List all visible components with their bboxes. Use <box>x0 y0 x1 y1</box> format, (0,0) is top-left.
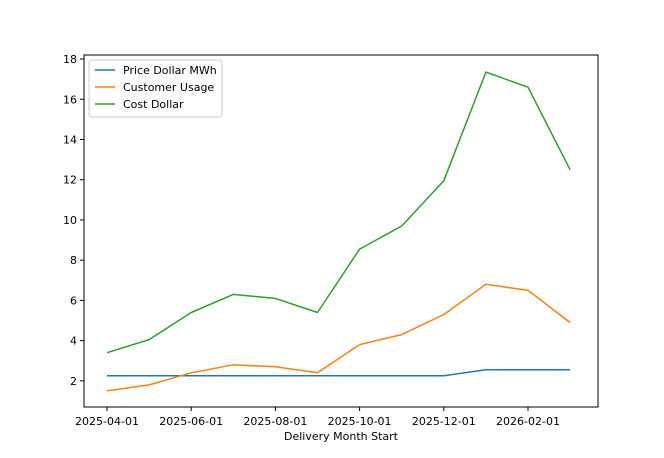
x-tick-label: 2025-12-01 <box>412 415 476 428</box>
y-tick-label: 16 <box>63 93 77 106</box>
y-axis: 2 4 6 8 10 12 14 16 18 <box>63 53 84 388</box>
y-tick-label: 4 <box>70 335 77 348</box>
series-line-cost-dollar <box>106 71 571 354</box>
y-tick-label: 2 <box>70 375 77 388</box>
y-tick-label: 18 <box>63 53 77 66</box>
legend-entry: Customer Usage <box>123 81 214 94</box>
y-tick-label: 6 <box>70 294 77 307</box>
legend-entry: Price Dollar MWh <box>123 64 217 77</box>
x-tick-label: 2025-04-01 <box>75 415 139 428</box>
y-tick-label: 8 <box>70 254 77 267</box>
x-axis-title: Delivery Month Start <box>284 430 399 443</box>
x-axis: 2025-04-01 2025-06-01 2025-08-01 2025-10-01… <box>75 407 560 428</box>
x-tick-label: 2026-02-01 <box>496 415 560 428</box>
x-tick-label: 2025-06-01 <box>159 415 223 428</box>
legend: Price Dollar MWh Customer Usage Cost Dolla… <box>88 59 223 118</box>
series-line-price-dollar-mwh <box>107 369 571 377</box>
legend-box <box>88 59 223 118</box>
y-tick-label: 12 <box>63 174 77 187</box>
x-tick-label: 2025-08-01 <box>243 415 307 428</box>
y-tick-label: 10 <box>63 214 77 227</box>
series-layer <box>106 71 571 392</box>
y-tick-label: 14 <box>63 133 77 146</box>
x-tick-label: 2025-10-01 <box>328 415 392 428</box>
legend-entry: Cost Dollar <box>123 98 184 111</box>
plot-frame <box>83 54 599 408</box>
series-line-customer-usage <box>106 283 571 392</box>
